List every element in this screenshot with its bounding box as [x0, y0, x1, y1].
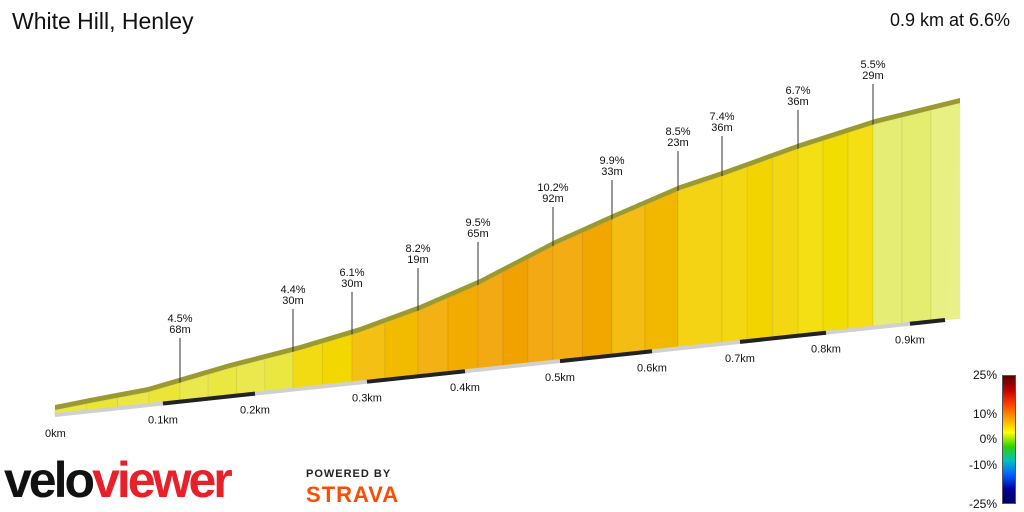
segment-callouts: 4.5%68m4.4%30m6.1%30m8.2%19m9.5%65m10.2%… [167, 59, 886, 383]
segment-length-label: 30m [282, 295, 303, 307]
segment-gradient-label: 7.4% [709, 111, 734, 123]
chart-title: White Hill, Henley [12, 8, 194, 34]
legend-label-0: 0% [979, 432, 997, 446]
distance-tick-label: 0km [45, 428, 66, 440]
legend-label-neg10: -10% [968, 458, 997, 472]
gradient-strip [721, 166, 748, 345]
axis-dark-band [559, 349, 653, 364]
axis-dark-band [162, 391, 256, 406]
segment-gradient-label: 9.5% [465, 217, 490, 229]
veloviewer-logo[interactable]: veloviewer [4, 452, 233, 508]
distance-tick-label: 0.7km [725, 353, 755, 365]
gradient-strip [552, 231, 583, 363]
segment-gradient-label: 5.5% [860, 59, 885, 71]
elevation-profile-chart: 0km 0.1km 0.2km 0.3km 0.4km 0.5km 0.6km 0.7km 0.… [45, 59, 961, 440]
segment-gradient-label: 4.4% [280, 284, 305, 296]
gradient-strip [901, 109, 932, 326]
distance-tick-label: 0.4km [450, 382, 480, 394]
legend-colorbar [1002, 375, 1016, 504]
segment-length-label: 30m [341, 278, 362, 290]
gradient-strip [746, 157, 774, 342]
gradient-strip [872, 116, 903, 329]
legend-label-10: 10% [972, 407, 997, 421]
distance-tick-label: 0.9km [895, 335, 925, 347]
legend-label-25: 25% [972, 368, 997, 382]
distance-tick-label: 0.1km [148, 414, 178, 426]
distance-tick-label: 0.2km [240, 405, 270, 417]
gradient-strip [417, 297, 449, 377]
gradient-strip [582, 218, 613, 360]
distance-tick-label: 0.5km [545, 372, 575, 384]
axis-dark-band [909, 318, 946, 326]
gradient-strip [502, 258, 529, 368]
segment-length-label: 65m [467, 228, 488, 240]
segment-gradient-label: 8.2% [405, 243, 430, 255]
segment-gradient-label: 9.9% [599, 155, 624, 167]
gradient-strip [822, 131, 849, 334]
gradient-strip [384, 310, 419, 381]
logo-viewer: viewer [92, 452, 233, 508]
gradient-strip [611, 204, 646, 357]
distance-tick-label: 0.3km [352, 393, 382, 405]
profile-end-cap [945, 103, 960, 320]
gradient-strip [322, 333, 353, 388]
gradient-strip [847, 123, 874, 331]
logo-velo: velo [4, 452, 95, 508]
segment-gradient-label: 10.2% [537, 182, 568, 194]
powered-by-label: POWERED BY [306, 468, 392, 480]
gradient-strip [477, 271, 504, 371]
axis-dark-band [366, 369, 466, 384]
climb-summary: 0.9 km at 6.6% [889, 10, 1010, 30]
segment-length-label: 36m [787, 96, 808, 108]
gradient-strip [644, 190, 679, 353]
gradient-strip [527, 245, 554, 366]
segment-length-label: 19m [407, 254, 428, 266]
strava-logo[interactable]: STRAVA [306, 482, 400, 507]
segment-length-label: 68m [169, 324, 190, 336]
gradient-strip [772, 148, 799, 339]
segment-gradient-label: 6.7% [785, 85, 810, 97]
axis-dark-band [739, 330, 827, 344]
gradient-strip [797, 139, 824, 337]
gradient-strip [447, 284, 479, 374]
distance-axis: 0km 0.1km 0.2km 0.3km 0.4km 0.5km 0.6km 0.7km 0.… [45, 318, 946, 440]
gradient-legend: 25% 10% 0% -10% -25% [955, 366, 1024, 512]
segment-gradient-label: 8.5% [665, 126, 690, 138]
segment-gradient-label: 4.5% [167, 313, 192, 325]
distance-tick-label: 0.8km [811, 344, 841, 356]
segment-length-label: 36m [711, 122, 732, 134]
segment-gradient-label: 6.1% [339, 267, 364, 279]
legend-label-neg25: -25% [968, 497, 997, 511]
segment-length-label: 33m [601, 166, 622, 178]
segment-length-label: 92m [542, 193, 563, 205]
gradient-strips [54, 102, 961, 416]
segment-length-label: 29m [862, 70, 883, 82]
gradient-strip [677, 175, 723, 350]
segment-length-label: 23m [667, 137, 688, 149]
distance-tick-label: 0.6km [637, 362, 667, 374]
